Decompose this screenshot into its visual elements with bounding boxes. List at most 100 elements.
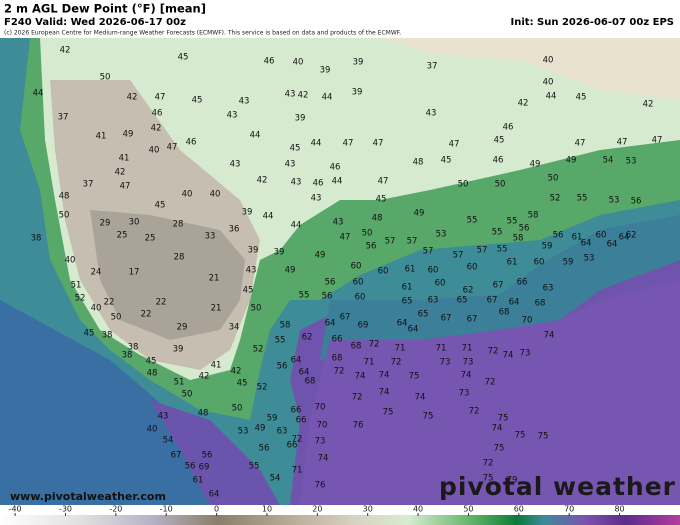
station-value: 43 (230, 160, 241, 170)
station-value: 50 (111, 313, 122, 323)
station-value: 48 (372, 214, 383, 224)
station-value: 67 (441, 314, 452, 324)
station-value: 52 (253, 345, 264, 355)
station-value: 45 (576, 93, 587, 103)
station-value: 42 (231, 367, 242, 377)
station-value: 64 (581, 239, 592, 249)
station-value: 58 (513, 234, 524, 244)
station-value: 38 (102, 331, 113, 341)
init-time: Init: Sun 2026-06-07 00z EPS (511, 17, 674, 28)
station-value: 76 (353, 421, 364, 431)
colorbar-tick-label: 30 (363, 505, 373, 514)
station-value: 75 (409, 372, 420, 382)
station-value: 45 (84, 329, 95, 339)
station-value: 74 (461, 371, 472, 381)
station-value: 67 (493, 281, 504, 291)
station-value: 48 (147, 369, 158, 379)
station-value: 50 (182, 390, 193, 400)
station-value: 50 (232, 404, 243, 414)
station-value: 42 (257, 176, 268, 186)
station-value: 43 (285, 90, 296, 100)
station-value: 73 (463, 358, 474, 368)
station-value: 46 (330, 163, 341, 173)
station-value: 57 (477, 246, 488, 256)
station-value: 45 (192, 96, 203, 106)
station-value: 37 (58, 113, 69, 123)
station-value: 64 (408, 325, 419, 335)
station-value: 53 (238, 427, 249, 437)
station-value: 74 (415, 393, 426, 403)
station-value: 44 (263, 212, 274, 222)
station-value: 57 (423, 247, 434, 257)
station-value: 47 (120, 182, 131, 192)
station-value: 56 (366, 242, 377, 252)
station-value: 74 (379, 388, 390, 398)
station-value: 25 (145, 234, 156, 244)
station-value: 60 (428, 266, 439, 276)
colorbar-tick-label: 70 (564, 505, 574, 514)
station-value: 39 (173, 345, 184, 355)
station-value: 51 (71, 281, 82, 291)
colorbar-tick-label: -40 (9, 505, 22, 514)
station-value: 79 (507, 476, 518, 486)
station-value: 68 (332, 354, 343, 364)
station-value: 22 (104, 298, 115, 308)
colorbar-tick-label: 80 (614, 505, 624, 514)
station-value: 45 (376, 195, 387, 205)
station-value: 46 (493, 156, 504, 166)
station-value: 67 (171, 451, 182, 461)
station-value: 50 (458, 180, 469, 190)
station-value: 39 (353, 58, 364, 68)
station-value: 63 (277, 427, 288, 437)
station-value: 49 (285, 266, 296, 276)
station-value: 45 (494, 136, 505, 146)
station-value: 47 (155, 93, 166, 103)
station-value: 39 (320, 66, 331, 76)
colorbar-ticks: -40 -30 -20 -10 0 10 20 30 40 50 60 70 80 (9, 505, 625, 516)
station-value: 56 (185, 462, 196, 472)
station-value: 22 (156, 298, 167, 308)
station-value: 56 (325, 278, 336, 288)
station-value: 72 (352, 393, 363, 403)
station-value: 66 (517, 278, 528, 288)
station-value: 72 (334, 367, 345, 377)
station-value: 73 (459, 389, 470, 399)
station-value: 70 (522, 316, 533, 326)
station-value: 59 (542, 242, 553, 252)
station-value: 73 (315, 437, 326, 447)
station-value: 40 (293, 58, 304, 68)
station-value: 64 (397, 319, 408, 329)
colorbar-tick-label: 0 (214, 505, 219, 514)
station-value: 42 (298, 91, 309, 101)
station-value: 70 (315, 403, 326, 413)
station-value: 42 (199, 372, 210, 382)
station-value: 51 (174, 378, 185, 388)
station-value: 56 (202, 451, 213, 461)
header: 2 m AGL Dew Point (°F) [mean] F240 Valid… (0, 0, 680, 38)
station-value: 74 (503, 351, 514, 361)
valid-time: F240 Valid: Wed 2026-06-17 00z (4, 17, 186, 28)
station-value: 55 (299, 291, 310, 301)
station-value: 75 (515, 431, 526, 441)
station-value: 28 (173, 220, 184, 230)
station-value: 44 (332, 177, 343, 187)
station-value: 53 (584, 254, 595, 264)
station-value: 39 (352, 88, 363, 98)
station-value: 28 (174, 253, 185, 263)
station-value: 56 (631, 197, 642, 207)
station-value: 60 (467, 263, 478, 273)
station-value: 34 (229, 323, 240, 333)
station-value: 44 (322, 93, 333, 103)
station-value: 72 (292, 435, 303, 445)
station-value: 42 (115, 168, 126, 178)
station-value: 61 (402, 283, 413, 293)
station-value: 45 (146, 357, 157, 367)
station-value: 22 (141, 310, 152, 320)
station-value: 72 (369, 340, 380, 350)
station-value: 65 (402, 297, 413, 307)
station-value: 50 (251, 304, 262, 314)
station-value: 40 (543, 78, 554, 88)
station-value: 65 (457, 296, 468, 306)
station-value: 25 (117, 231, 128, 241)
